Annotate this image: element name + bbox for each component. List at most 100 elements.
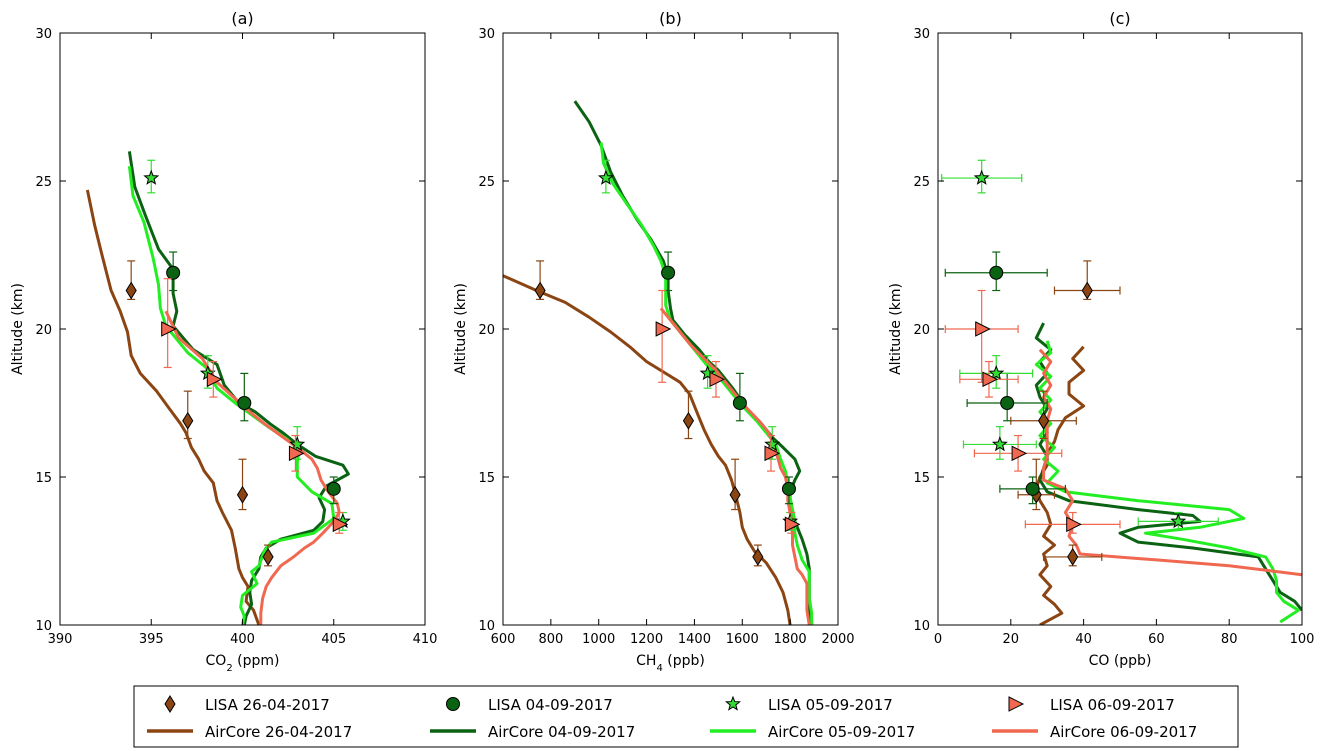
x-tick-label: 395 — [139, 632, 164, 647]
x-axis-label: CO2 (ppm) — [206, 653, 280, 674]
x-axis-label: CH4 (ppb) — [636, 653, 705, 674]
data-point — [973, 169, 990, 185]
series-line — [85, 189, 261, 625]
data-point — [732, 396, 747, 410]
y-tick-label: 10 — [913, 619, 930, 634]
y-tick-label: 30 — [913, 27, 930, 42]
x-tick-label: 2000 — [821, 632, 854, 647]
data-point — [982, 371, 999, 388]
x-tick-label: 1800 — [774, 632, 807, 647]
x-tick-label: 410 — [413, 632, 438, 647]
legend-label: AirCore 06-09-2017 — [1050, 723, 1197, 741]
legend-swatch — [446, 697, 460, 711]
x-tick-label: 405 — [321, 632, 346, 647]
legend-box — [133, 685, 1239, 748]
data-point — [1011, 445, 1028, 462]
data-point — [161, 321, 177, 337]
legend-entry: LISA 26-04-2017 — [164, 695, 330, 714]
legend-label: AirCore 26-04-2017 — [205, 723, 352, 741]
data-point — [1066, 516, 1082, 533]
series-line — [1034, 340, 1300, 624]
y-tick-label: 10 — [478, 619, 495, 634]
data-point — [699, 365, 716, 381]
y-tick-label: 15 — [35, 471, 52, 486]
x-tick-label: 800 — [538, 632, 563, 647]
data-point — [326, 481, 341, 496]
data-point — [1037, 411, 1050, 430]
data-point — [991, 436, 1008, 452]
y-tick-label: 30 — [478, 27, 495, 42]
y-tick-label: 25 — [35, 175, 52, 190]
x-tick-label: 1200 — [630, 632, 663, 647]
legend-label: LISA 04-09-2017 — [488, 696, 613, 714]
y-axis-label: Altitude (km) — [453, 283, 469, 375]
panel-1: 390 395 400 405 410 10 15 20 25 30 (a) CO2 (ppm) Alt… — [10, 9, 437, 674]
data-point — [988, 365, 1005, 381]
data-point — [661, 265, 676, 280]
y-tick-label: 20 — [478, 323, 495, 338]
data-point — [166, 265, 181, 280]
data-point — [1000, 396, 1015, 410]
legend-label: LISA 05-09-2017 — [768, 696, 893, 714]
panel-title: (a) — [231, 9, 253, 28]
series-line — [1034, 322, 1302, 612]
legend-swatch — [164, 695, 176, 713]
data-point — [236, 485, 249, 504]
profile-lines — [503, 100, 814, 625]
y-tick-label: 25 — [478, 175, 495, 190]
panel-title: (c) — [1109, 9, 1130, 28]
data-point — [1081, 281, 1093, 300]
data-point — [288, 445, 305, 462]
x-tick-label: 1400 — [678, 632, 711, 647]
data-point — [125, 281, 137, 300]
y-tick-label: 10 — [35, 619, 52, 634]
data-point — [682, 411, 695, 430]
legend-entry: AirCore 05-09-2017 — [710, 723, 915, 741]
data-point — [534, 281, 546, 300]
x-tick-label: 390 — [48, 632, 73, 647]
data-point — [332, 516, 349, 533]
legend-label: LISA 26-04-2017 — [205, 696, 330, 714]
y-tick-label: 20 — [35, 323, 52, 338]
lisa-points — [125, 159, 351, 567]
lisa-points — [534, 159, 801, 567]
legend-swatch — [725, 695, 741, 711]
y-tick-label: 25 — [913, 175, 930, 190]
data-point — [237, 396, 252, 410]
legend-entry: LISA 04-09-2017 — [446, 696, 613, 714]
data-point — [752, 547, 764, 566]
legend-entry: AirCore 26-04-2017 — [147, 723, 352, 741]
data-point — [781, 481, 796, 496]
legend-entry: AirCore 06-09-2017 — [992, 723, 1197, 741]
x-tick-label: 20 — [1003, 632, 1020, 647]
legend-entry: LISA 05-09-2017 — [725, 695, 893, 714]
legend-label: AirCore 04-09-2017 — [488, 723, 635, 741]
profile-lines — [1034, 322, 1302, 625]
legend-entry: AirCore 04-09-2017 — [430, 723, 635, 741]
x-tick-label: 100 — [1290, 632, 1315, 647]
panel-2: 600 800 1000 1200 1400 1600 1800 2000 10 15 20 25 30… — [453, 9, 855, 674]
data-point — [1170, 513, 1187, 529]
x-axis-label: CO (ppb) — [1089, 653, 1152, 669]
x-tick-label: 60 — [1148, 632, 1165, 647]
x-tick-label: 80 — [1221, 632, 1238, 647]
series-line — [503, 274, 792, 625]
legend-entry: LISA 06-09-2017 — [1008, 696, 1175, 714]
y-axis-label: Altitude (km) — [10, 283, 26, 375]
x-tick-label: 40 — [1075, 632, 1092, 647]
data-point — [655, 321, 672, 337]
series-line — [599, 142, 814, 625]
x-tick-label: 1600 — [726, 632, 759, 647]
data-point — [729, 485, 741, 504]
data-point — [262, 547, 274, 566]
legend-label: AirCore 05-09-2017 — [768, 723, 915, 741]
lisa-points — [941, 159, 1219, 567]
data-point — [784, 516, 801, 533]
x-tick-label: 600 — [491, 632, 516, 647]
panel-title: (b) — [659, 9, 682, 28]
data-point — [975, 321, 991, 337]
profile-lines — [85, 151, 350, 625]
panel-3: 0 20 40 60 80 100 10 15 20 25 30 (c) CO (ppb) Altitud… — [888, 9, 1314, 669]
data-point — [143, 169, 160, 185]
